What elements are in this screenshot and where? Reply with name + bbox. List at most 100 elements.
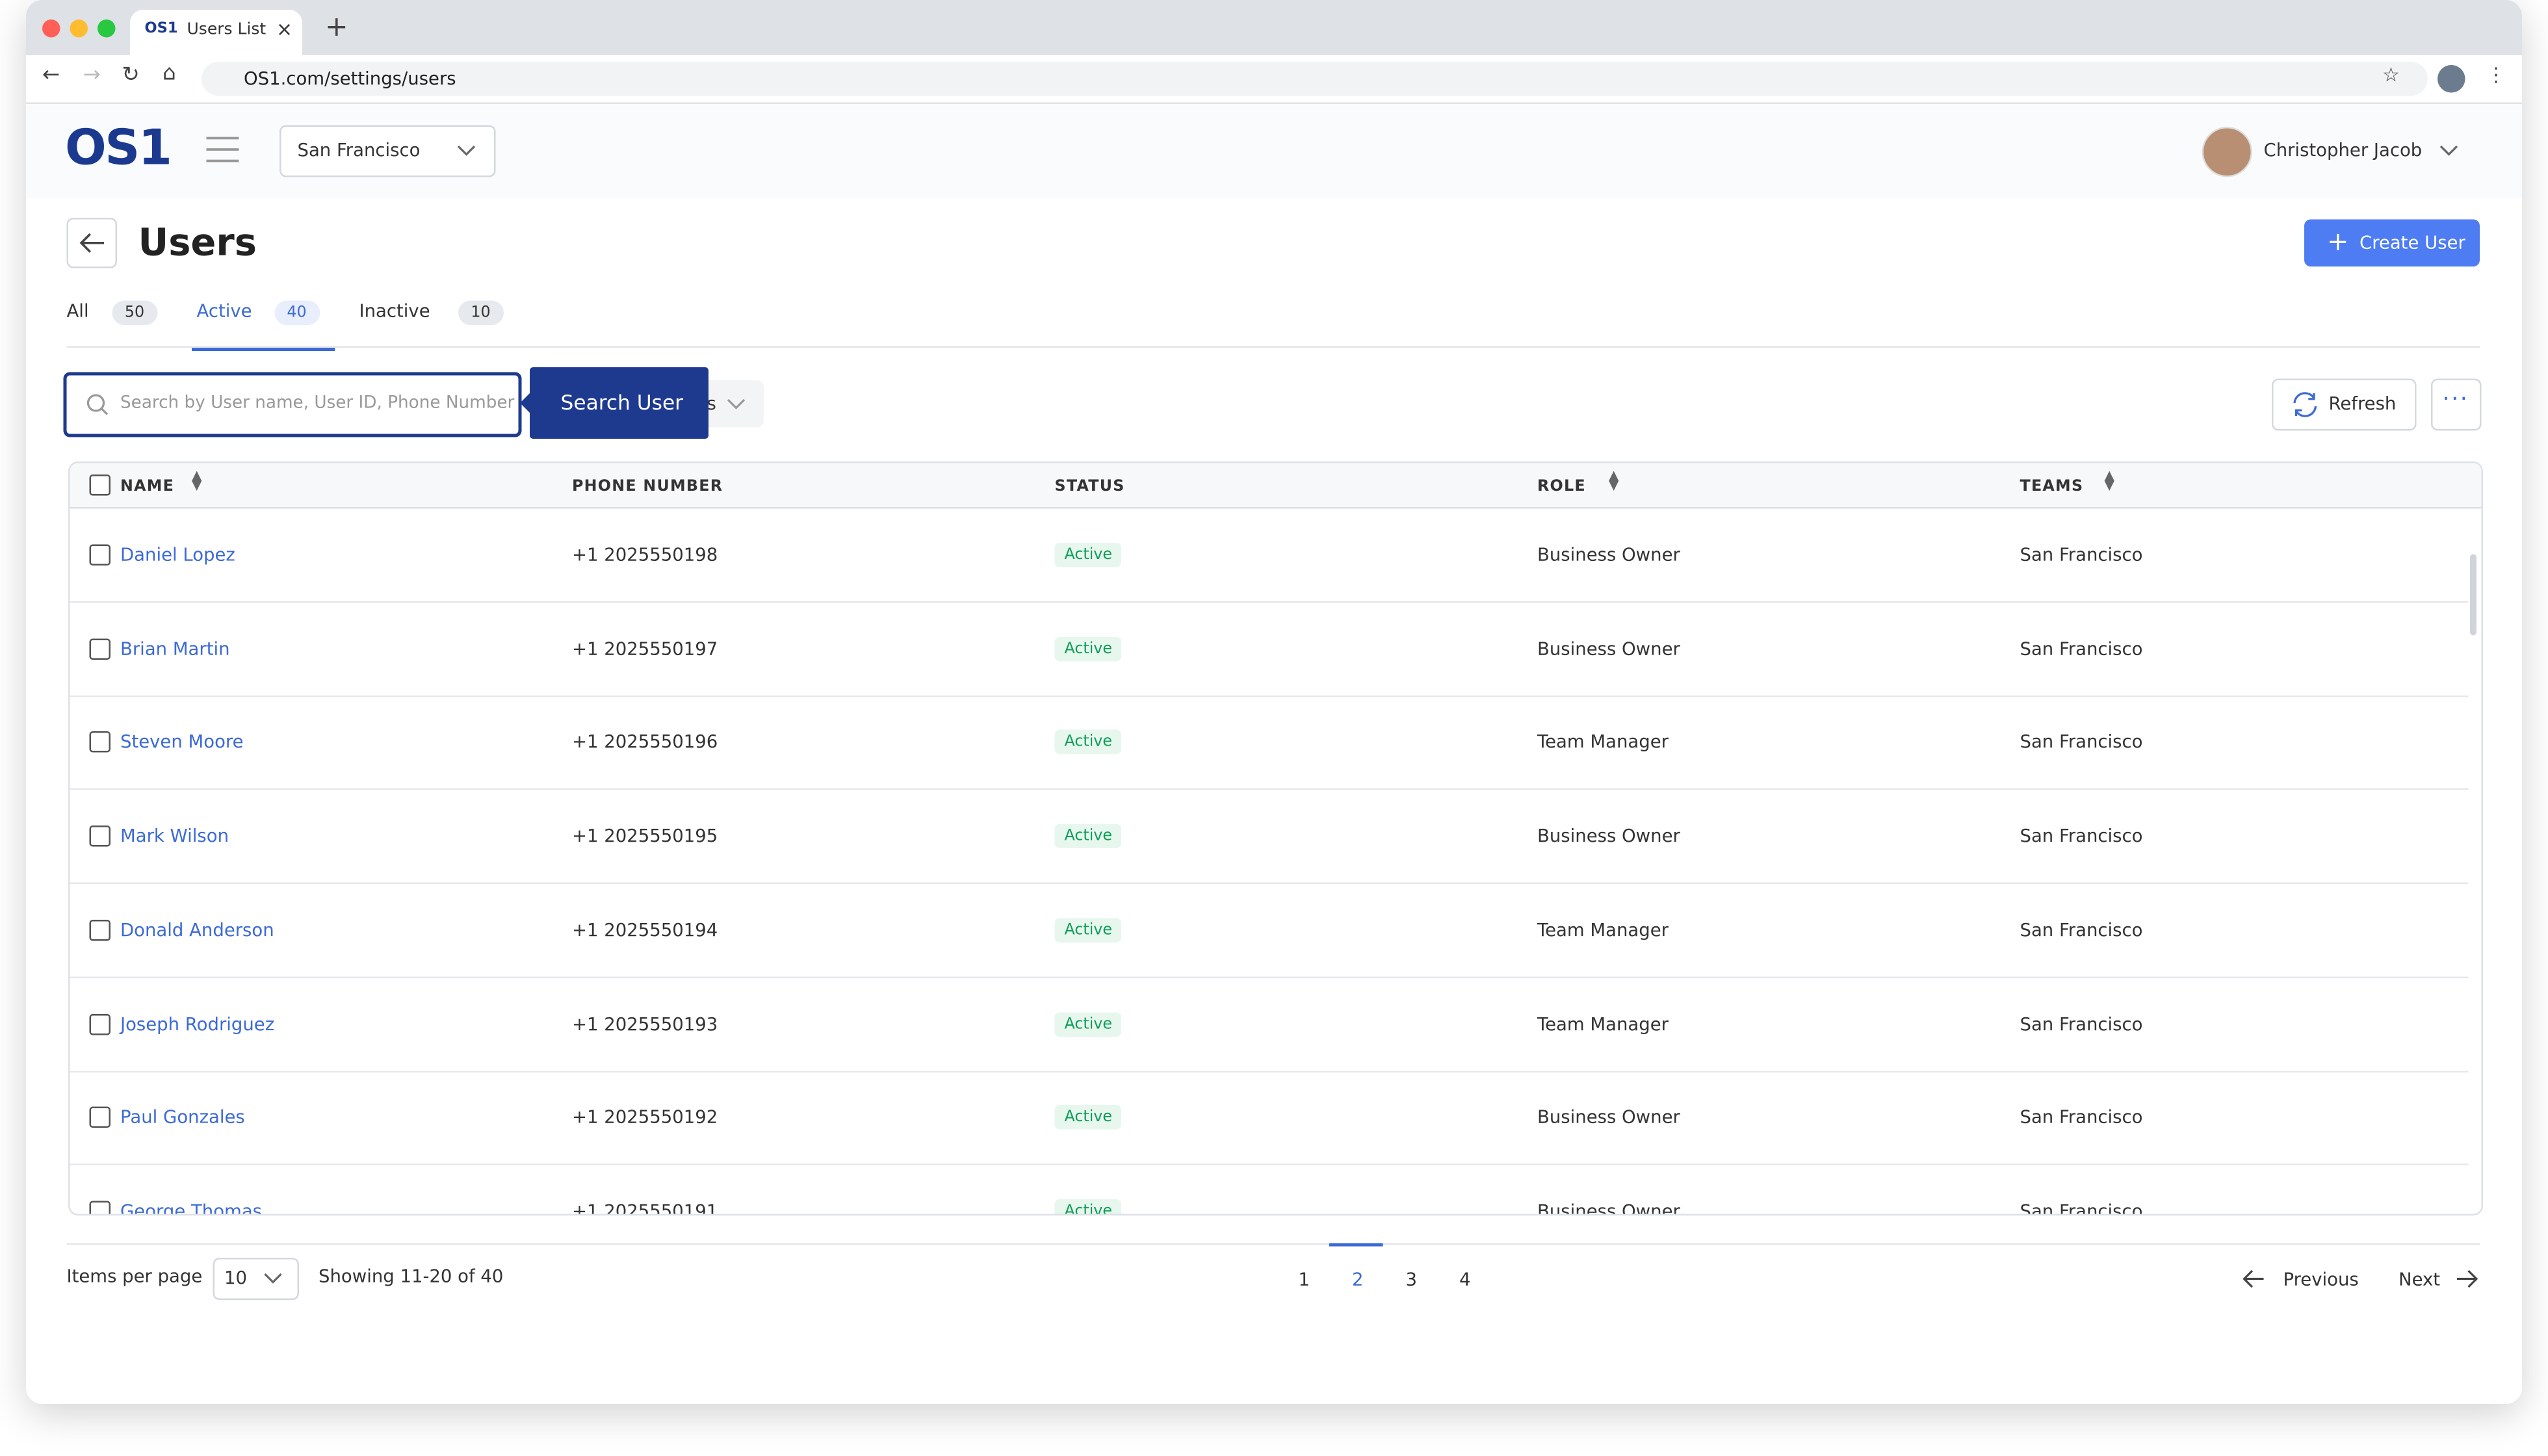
next-arrow[interactable]: [2456, 1269, 2478, 1289]
cell: Team Manager: [1537, 731, 1669, 753]
user-name-link[interactable]: Daniel Lopez: [120, 544, 235, 566]
search-placeholder: Search by User name, User ID, Phone Numb…: [120, 393, 515, 413]
url: OS1.com/settings/users: [244, 68, 456, 90]
row-checkbox[interactable]: [89, 1201, 110, 1214]
cell: San Francisco: [2020, 731, 2143, 753]
row-divider: [70, 788, 2469, 790]
page-number[interactable]: 4: [1459, 1269, 1471, 1291]
scrollbar: [2470, 554, 2476, 636]
status-badge: Active: [1054, 917, 1122, 942]
cell: +1 2025550195: [572, 826, 718, 847]
tooltip: Search User: [520, 367, 708, 439]
row-checkbox[interactable]: [89, 544, 110, 566]
user-chevron[interactable]: [2439, 145, 2459, 158]
tab-title: Users List: [187, 21, 266, 40]
row-divider: [70, 976, 2469, 978]
user-name-link[interactable]: Paul Gonzales: [120, 1106, 245, 1128]
row-checkbox[interactable]: [89, 1106, 110, 1128]
tab[interactable]: Active 40: [192, 292, 334, 351]
cell: Team Manager: [1537, 919, 1669, 941]
user-name-link[interactable]: George Thomas: [120, 1201, 263, 1216]
cell: +1 2025550196: [572, 731, 718, 753]
user-name-link[interactable]: Steven Moore: [120, 731, 244, 753]
page-title: Users: [138, 222, 257, 265]
next[interactable]: Next: [2398, 1269, 2441, 1291]
tab-bar: OS1 Users List × +: [26, 0, 2522, 55]
sort-icon[interactable]: ▲ ▼: [192, 468, 202, 493]
status-badge: Active: [1054, 636, 1122, 661]
cell: +1 2025550193: [572, 1013, 718, 1035]
search-icon: [86, 394, 109, 415]
page-number[interactable]: 3: [1405, 1269, 1418, 1291]
sort-icon[interactable]: ▲ ▼: [2104, 468, 2114, 493]
tab-close[interactable]: ×: [276, 18, 293, 41]
row-checkbox[interactable]: [89, 826, 110, 847]
page-number[interactable]: 1: [1298, 1269, 1310, 1291]
status-badge: Active: [1054, 1199, 1122, 1214]
tabs-divider: [66, 346, 2480, 348]
user-name-link[interactable]: Joseph Rodriguez: [120, 1013, 275, 1035]
hamburger[interactable]: [206, 135, 239, 164]
browser-window: OS1 Users List × + ← → ↻ ⌂ OS1.com/setti…: [26, 0, 2522, 1404]
more-button[interactable]: ···: [2431, 378, 2482, 431]
browser-tab[interactable]: OS1 Users List ×: [130, 10, 302, 55]
status-badge: Active: [1054, 824, 1122, 849]
close-dot[interactable]: [42, 20, 60, 38]
new-tab[interactable]: +: [325, 11, 348, 44]
create-user-label: Create User: [2360, 232, 2465, 254]
cell: +1 2025550194: [572, 919, 718, 941]
status-badge: Active: [1054, 1011, 1122, 1036]
tab-count: 10: [458, 300, 504, 325]
logo: OS1: [65, 120, 172, 177]
status-badge: Active: [1054, 730, 1122, 755]
maximize-dot[interactable]: [98, 20, 116, 38]
user-name-link[interactable]: Brian Martin: [120, 638, 230, 660]
user-name-link[interactable]: Donald Anderson: [120, 919, 274, 941]
url-box[interactable]: OS1.com/settings/users: [202, 62, 2428, 96]
prev-arrow[interactable]: [2242, 1269, 2265, 1289]
tab-logo: OS1: [144, 21, 178, 38]
cell: San Francisco: [2020, 919, 2143, 941]
items-select[interactable]: 10: [213, 1258, 299, 1300]
tab-label: Inactive: [359, 300, 430, 322]
avatar[interactable]: [2202, 127, 2252, 177]
cell: Business Owner: [1537, 826, 1680, 847]
cell: Business Owner: [1537, 638, 1680, 660]
profile-icon[interactable]: [2438, 65, 2465, 93]
forward[interactable]: →: [83, 63, 101, 88]
row-divider: [70, 695, 2469, 697]
search-box[interactable]: Search by User name, User ID, Phone Numb…: [63, 372, 522, 437]
location-select[interactable]: San Francisco: [280, 125, 496, 177]
app-header: OS1 San Francisco Christopher Jacob: [26, 104, 2522, 198]
row-divider: [70, 1070, 2469, 1072]
reload[interactable]: ↻: [122, 63, 140, 88]
row-checkbox[interactable]: [89, 638, 110, 660]
cell: San Francisco: [2020, 638, 2143, 660]
sort-icon[interactable]: ▲ ▼: [1609, 468, 1619, 493]
home[interactable]: ⌂: [162, 62, 176, 86]
row-checkbox[interactable]: [89, 1013, 110, 1035]
showing: Showing 11-20 of 40: [318, 1266, 504, 1288]
cell: San Francisco: [2020, 1201, 2143, 1216]
minimize-dot[interactable]: [70, 20, 88, 38]
create-user-button[interactable]: + Create User: [2304, 219, 2480, 266]
items-chevron: [264, 1273, 282, 1284]
user-name[interactable]: Christopher Jacob: [2263, 140, 2423, 161]
row-checkbox[interactable]: [89, 731, 110, 753]
tab[interactable]: All 50: [67, 292, 167, 348]
back-button[interactable]: [66, 218, 117, 268]
refresh-button[interactable]: Refresh: [2272, 378, 2417, 431]
tab-count: 50: [111, 300, 157, 325]
bookmark[interactable]: ☆: [2382, 63, 2400, 86]
page-number[interactable]: 2: [1352, 1269, 1364, 1291]
menu[interactable]: ⋮: [2486, 63, 2506, 86]
header-checkbox[interactable]: [89, 474, 110, 496]
back[interactable]: ←: [42, 63, 60, 88]
column-header: NAME: [120, 478, 175, 496]
row-checkbox[interactable]: [89, 919, 110, 941]
user-name-link[interactable]: Mark Wilson: [120, 826, 229, 847]
tab[interactable]: Inactive 10: [359, 292, 514, 348]
previous[interactable]: Previous: [2283, 1269, 2359, 1291]
